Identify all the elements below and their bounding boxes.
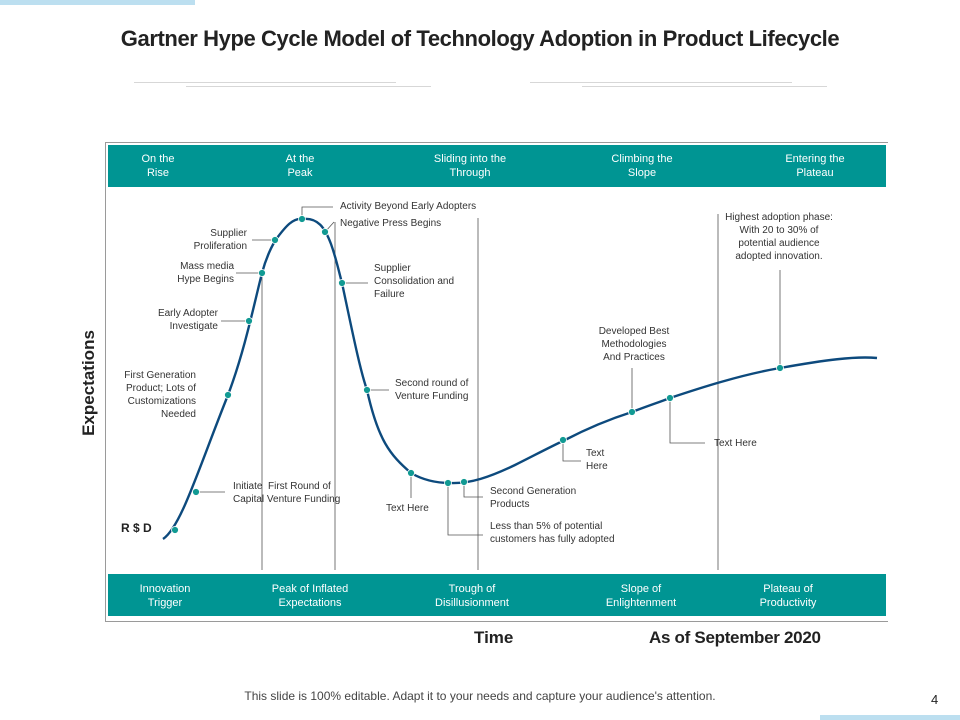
curve-marker-supplier-consolidation [338,279,346,287]
leader-text-here-plateau [669,398,705,444]
annotation-text-here-slope: Text Here [586,448,608,472]
annotation-early-adopter: Early Adopter Investigate [157,308,218,332]
phase-top-sliding: Sliding into the Through [433,153,507,179]
page-number: 4 [931,692,939,707]
annotation-supplier-proliferation: Supplier Proliferation [193,228,247,252]
curve-marker-less-than [444,479,452,487]
phase-top-at-the-peak: At the Peak [285,153,315,179]
phase-top-on-the-rise: On the Rise [141,153,175,179]
page-title: Gartner Hype Cycle Model of Technology A… [120,26,840,51]
curve-marker-second-round [363,386,371,394]
phase-trough-of-disillusionment: Trough of Disillusionment [435,583,509,609]
curve-marker-text-here-slope [559,436,567,444]
curve-marker-text-here-plateau [666,394,674,402]
title-divider-line [134,82,396,83]
x-axis-label: Time [474,628,514,647]
leader-second-generation [463,483,483,498]
phase-innovation-trigger: Innovation Trigger [139,583,191,609]
phase-top-climbing: Climbing the Slope [611,153,673,179]
curve-marker-text-here-trough [407,469,415,477]
annotation-negative-press: Negative Press Begins [340,218,442,229]
phase-peak-of-inflated-expectations: Peak of Inflated Expectations [271,583,349,609]
phase-band-bottom: Innovation Trigger Peak of Inflated Expe… [108,574,886,616]
annotation-supplier-consolidation: Supplier Consolidation and Failure [374,263,455,300]
phase-slope-of-enlightenment: Slope of Enlightenment [605,583,677,609]
bottom-accent-bar [820,715,960,720]
leader-activity-beyond [301,206,333,219]
leader-less-than [447,483,483,536]
date-label: As of September 2020 [649,628,821,647]
curve-marker-initiate-funding [192,488,200,496]
annotation-text-here-plateau: Text Here [714,438,757,449]
diagram-frame [105,142,888,622]
curve-marker-supplier-proliferation [271,236,279,244]
annotation-initiate-funding: Initiate First Round of Capital Venture … [233,481,341,505]
curve-marker-first-generation [224,391,232,399]
annotation-second-generation: Second Generation Products [490,486,577,510]
title-divider-line [582,86,827,87]
curve-marker-rsd [171,526,179,534]
annotation-text-here-trough: Text Here [386,503,429,514]
phase-plateau-of-productivity: Plateau of Productivity [759,583,817,609]
curve-marker-mass-media [258,269,266,277]
curve-marker-second-generation [460,478,468,486]
annotation-mass-media: Mass media Hype Begins [177,261,234,285]
title-divider-line [530,82,792,83]
rsd-label: R $ D [121,521,152,535]
phase-top-entering-plateau: Entering the Plateau [785,153,845,179]
curve-marker-highest-adoption [776,364,784,372]
y-axis-label: Expectations [79,330,98,436]
annotation-first-generation: First Generation Product; Lots of Custom… [124,370,196,420]
phase-band-top: On the Rise At the Peak Sliding into the… [108,145,886,187]
title-divider-line [186,86,431,87]
annotation-best-methodologies: Developed Best Methodologies And Practic… [598,326,670,363]
annotation-less-than: Less than 5% of potential customers has … [490,521,615,545]
top-accent-bar [0,0,195,5]
curve-marker-negative-press [321,228,329,236]
leader-text-here-slope [562,440,581,462]
annotation-highest-adoption: Highest adoption phase: With 20 to 30% o… [725,212,833,262]
curve-marker-best-methodologies [628,408,636,416]
annotation-activity-beyond: Activity Beyond Early Adopters [340,201,477,212]
curve-marker-activity-beyond [298,215,306,223]
curve-marker-early-adopter [245,317,253,325]
footer-text: This slide is 100% editable. Adapt it to… [244,689,716,703]
annotation-second-round: Second round of Venture Funding [395,378,469,402]
